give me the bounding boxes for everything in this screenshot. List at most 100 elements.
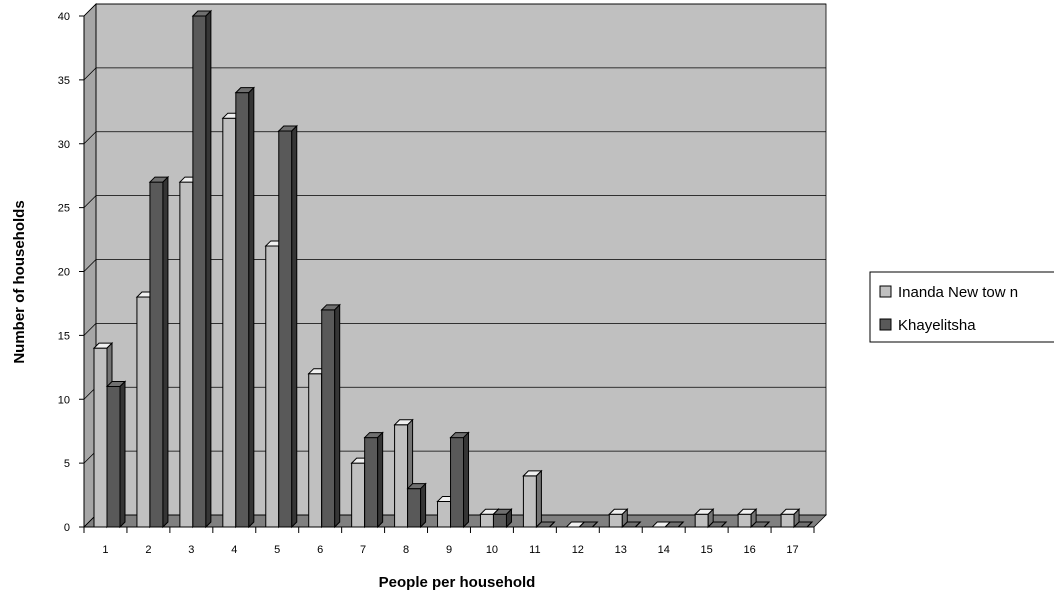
bar	[522, 469, 543, 529]
gridline	[83, 3, 826, 17]
x-tick-label: 10	[486, 544, 498, 556]
bar-side	[205, 9, 212, 529]
y-tick-label: 15	[58, 330, 70, 342]
x-tick-label: 7	[360, 544, 366, 556]
x-tick-label: 6	[317, 544, 323, 556]
bar-side	[291, 124, 298, 529]
bar-side	[162, 175, 169, 529]
bar-front	[364, 437, 379, 528]
bar-side	[248, 86, 255, 529]
bar-front	[407, 488, 422, 528]
bar-front	[106, 385, 121, 528]
bar-side	[763, 521, 770, 528]
bar	[406, 482, 427, 529]
bar-front	[235, 92, 250, 528]
gridline	[83, 131, 826, 145]
bar-side	[806, 521, 813, 528]
bar	[492, 508, 513, 529]
gridline	[83, 67, 826, 81]
bar-front	[136, 296, 151, 528]
y-tick-label: 20	[58, 267, 70, 279]
x-tick-label: 1	[102, 544, 108, 556]
y-tick-label: 40	[58, 11, 70, 23]
legend: Inanda New tow n Khayelitsha	[869, 271, 1054, 343]
bar-front	[351, 462, 366, 528]
bar-front	[437, 500, 452, 528]
bar-side	[119, 380, 126, 529]
bar-front	[192, 15, 207, 528]
bar-front	[308, 373, 323, 528]
bar-side	[549, 521, 555, 528]
x-tick-label: 12	[572, 544, 584, 556]
bars	[92, 9, 814, 529]
bar-front	[492, 513, 507, 528]
x-tick-label: 13	[615, 544, 627, 556]
x-tick-labels: 1 2 3 4 5 6 7 8 9 10 11 12 13 14 15 16 17	[102, 544, 798, 556]
bar	[234, 86, 256, 529]
bar-front	[278, 130, 293, 528]
y-tick-label: 10	[58, 394, 70, 406]
bar-front	[694, 513, 709, 528]
bar-side	[634, 521, 641, 528]
bar	[191, 9, 213, 529]
y-tick-label: 25	[58, 203, 70, 215]
y-tick-label: 0	[64, 522, 70, 534]
bar-front	[93, 347, 108, 528]
bar-side	[334, 303, 341, 529]
bar	[320, 303, 341, 529]
bar-front	[737, 513, 752, 528]
x-tick-label: 15	[701, 544, 713, 556]
bar	[277, 124, 298, 529]
bar-front	[149, 181, 164, 528]
bar-front	[321, 309, 336, 528]
bar-side	[377, 431, 384, 529]
x-tick-label: 3	[188, 544, 194, 556]
legend-label-khayelitsha: Khayelitsha	[898, 317, 976, 334]
legend-swatch-inanda	[879, 285, 892, 298]
gridline	[83, 195, 826, 208]
bar-side	[463, 431, 470, 529]
legend-swatch-khayelitsha	[879, 318, 892, 331]
bar-front	[450, 437, 465, 528]
x-tick-label: 14	[658, 544, 670, 556]
x-tick-label: 5	[274, 544, 280, 556]
y-axis-title: Number of households	[11, 200, 28, 363]
bar-front	[780, 513, 795, 528]
x-tick-label: 11	[529, 544, 540, 556]
y-tick-label: 5	[64, 458, 70, 470]
x-tick-label: 9	[446, 544, 452, 556]
bar	[449, 431, 470, 529]
bar-front	[394, 424, 409, 528]
y-tick-label: 30	[58, 139, 70, 151]
legend-label-inanda: Inanda New tow n	[898, 284, 1018, 301]
x-tick-label: 16	[743, 544, 755, 556]
x-tick-label: 2	[145, 544, 151, 556]
bar	[105, 380, 127, 529]
bar-front	[608, 513, 623, 528]
bar	[363, 431, 384, 529]
y-tick-labels: 0 5 10 15 20 25 30 35 40	[58, 11, 70, 534]
bar	[779, 508, 801, 529]
bar-front	[222, 117, 237, 528]
bar-side	[677, 521, 684, 528]
legend-box	[869, 271, 1054, 343]
x-tick-label: 17	[786, 544, 798, 556]
bar-side	[720, 521, 727, 528]
bar-side	[591, 521, 598, 528]
bar-front	[479, 513, 494, 528]
bar-front	[179, 181, 194, 528]
bar-side	[420, 482, 427, 529]
bar-front	[265, 245, 280, 528]
bar-side	[505, 508, 512, 529]
gridline	[83, 322, 826, 336]
x-tick-label: 4	[231, 544, 237, 556]
bar-front	[522, 475, 537, 528]
x-axis-title: People per household	[379, 574, 536, 591]
bar	[148, 175, 170, 529]
x-tick-label: 8	[403, 544, 409, 556]
gridline	[83, 259, 826, 272]
axes	[79, 15, 815, 533]
bar-side	[535, 469, 542, 529]
